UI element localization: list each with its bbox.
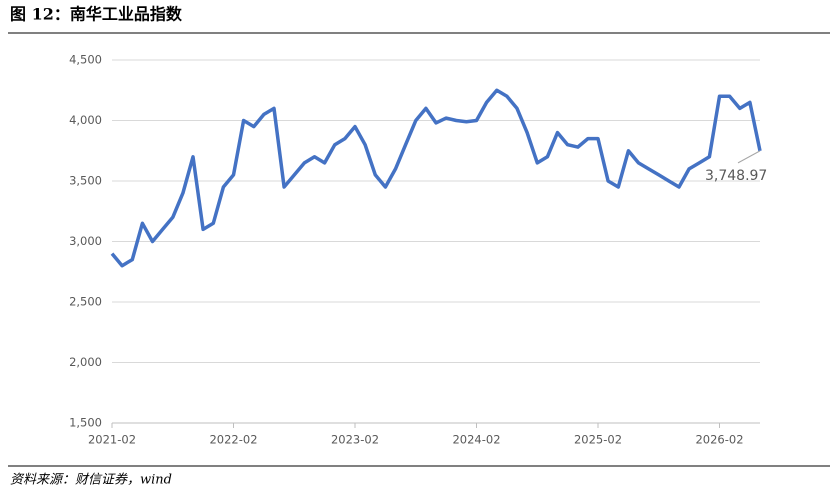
y-tick-label: 2,000 bbox=[69, 355, 102, 369]
y-tick-label: 4,000 bbox=[69, 113, 102, 127]
y-tick-label: 3,500 bbox=[69, 174, 102, 188]
y-tick-label: 2,500 bbox=[69, 295, 102, 309]
y-tick-label: 4,500 bbox=[69, 53, 102, 67]
x-tick-label: 2022-02 bbox=[209, 433, 257, 447]
chart-title: 图 12：南华工业品指数 bbox=[10, 5, 183, 24]
annotation-leader bbox=[737, 150, 761, 164]
series-line bbox=[110, 88, 762, 268]
x-tick-label: 2026-02 bbox=[695, 433, 743, 447]
x-tick-label: 2024-02 bbox=[452, 433, 500, 447]
annotation-label: 3,748.97 bbox=[705, 168, 767, 184]
x-tick-label: 2025-02 bbox=[574, 433, 622, 447]
source: 资料来源：财信证券，wind bbox=[10, 473, 172, 488]
y-tick-label: 3,000 bbox=[69, 234, 102, 248]
y-tick-label: 1,500 bbox=[69, 416, 102, 430]
x-tick-label: 2021-02 bbox=[88, 433, 136, 447]
x-tick-label: 2023-02 bbox=[331, 433, 379, 447]
